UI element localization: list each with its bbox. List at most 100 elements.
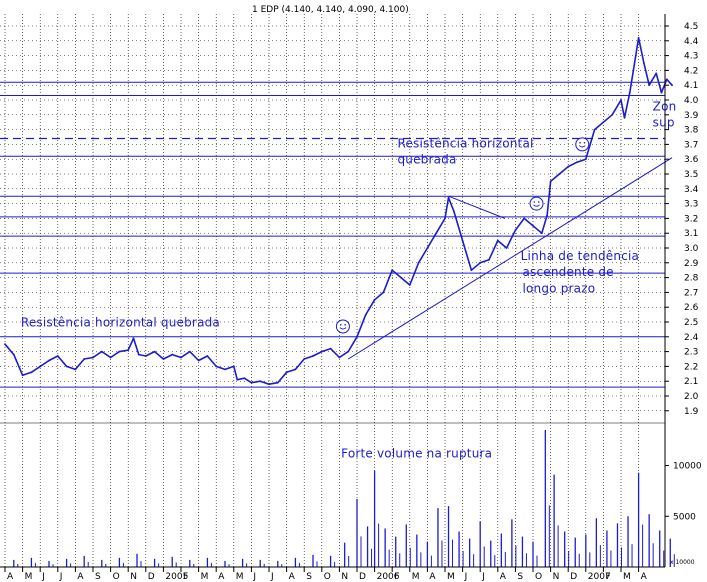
price-point (243, 377, 246, 380)
price-point (206, 355, 209, 357)
x-tick-label: J (270, 572, 274, 582)
price-tick-label: 2.7 (684, 288, 698, 298)
x-tick-label: O (324, 572, 331, 582)
price-point (109, 356, 112, 359)
price-point (488, 258, 490, 261)
x-tick-label: 2007 (588, 572, 611, 582)
x-tick-label: J (464, 572, 468, 582)
x-tick-label: 2006 (377, 572, 400, 582)
price-point (180, 356, 182, 359)
price-point (623, 116, 626, 119)
price-point (215, 365, 218, 368)
price-tick-label: 2.1 (684, 377, 698, 387)
annotation-text: Forte volume na ruptura (341, 446, 492, 460)
price-point (83, 358, 86, 360)
price-point (648, 84, 651, 87)
x-tick-label: F (605, 572, 610, 582)
price-point (602, 121, 605, 124)
price-point (660, 91, 663, 94)
price-point (382, 291, 385, 294)
x-tick-label: A (500, 572, 507, 582)
x-tick-label: M (201, 572, 209, 582)
price-point (479, 261, 482, 264)
price-point (447, 196, 450, 199)
price-point (21, 374, 24, 377)
price-point (584, 158, 587, 161)
price-point (470, 269, 473, 272)
price-point (611, 113, 614, 116)
price-point (620, 99, 622, 101)
x-tick-label: N (130, 572, 137, 582)
x-tick-label: A (218, 572, 225, 582)
price-point (48, 359, 50, 362)
trendlines (347, 157, 673, 360)
price-point (171, 353, 174, 356)
smiley-mouth (533, 204, 540, 207)
smiley-icon (575, 137, 590, 152)
price-point (12, 353, 15, 356)
smiley-eye (339, 324, 342, 326)
price-tick-label: 3.6 (684, 155, 699, 165)
price-tick-label: 3.0 (684, 244, 699, 254)
price-point (118, 350, 121, 353)
price-tick-label: 2.9 (684, 259, 699, 269)
smiley-icon (335, 319, 350, 334)
price-point (276, 381, 279, 384)
price-point (127, 349, 130, 352)
price-tick-label: 2.8 (684, 274, 699, 284)
smiley-mouth (578, 145, 586, 148)
smiley-eye (579, 142, 581, 144)
x-tick-label: O (113, 572, 120, 582)
volume-bars (13, 430, 675, 567)
price-point (188, 350, 191, 353)
volume-tick-label: 5000 (673, 512, 696, 522)
price-tick-label: 2.4 (684, 333, 699, 343)
price-point (285, 371, 288, 374)
price-point (74, 368, 77, 371)
price-tick-label: 3.8 (684, 126, 699, 136)
axes: 1.9 2.0 2.1 2.2 2.3 2.4 2.5 2.6 2.7 2.8 2.9 3.0 3.1 3… (0, 14, 702, 582)
price-point (514, 229, 517, 232)
price-tick-label: 4.3 (684, 52, 698, 62)
x-tick-label: M (236, 572, 244, 582)
price-point (39, 365, 42, 368)
price-point (197, 359, 200, 362)
price-point (558, 173, 561, 175)
price-point (259, 380, 262, 383)
price-tick-label: 1.9 (684, 407, 699, 417)
x-tick-label: A (289, 572, 296, 582)
price-point (232, 365, 235, 368)
price-point (637, 36, 640, 39)
price-point (268, 383, 270, 386)
price-point (671, 84, 673, 87)
price-point (505, 247, 508, 249)
price-point (628, 91, 631, 94)
price-point (665, 78, 668, 81)
annotation-text: quebrada (397, 153, 456, 167)
price-tick-label: 3.2 (684, 214, 698, 224)
price-point (400, 276, 402, 279)
x-tick-label: F (394, 572, 399, 582)
price-series (4, 36, 673, 386)
price-point (320, 350, 323, 353)
x-tick-label: J (41, 572, 45, 582)
price-point (364, 313, 367, 316)
price-point (294, 368, 297, 371)
annotation-text: Resistência horizontal quebrada (21, 315, 220, 329)
x-tick-label: M (25, 572, 33, 582)
price-point (549, 180, 552, 183)
price-point (532, 224, 534, 227)
price-tick-label: 2.2 (684, 362, 698, 372)
price-tick-label: 2.0 (684, 392, 699, 402)
price-point (655, 72, 658, 75)
price-point (642, 62, 645, 64)
volume-tick-label: 10000 (673, 462, 702, 472)
annotation-text: Linha de tendência (521, 249, 639, 263)
horizontal-levels (0, 81, 665, 388)
smiley-markers (335, 137, 590, 334)
price-point (162, 358, 165, 360)
price-point (92, 356, 94, 359)
price-tick-label: 3.3 (684, 200, 698, 210)
x-tick-label: D (570, 572, 577, 582)
